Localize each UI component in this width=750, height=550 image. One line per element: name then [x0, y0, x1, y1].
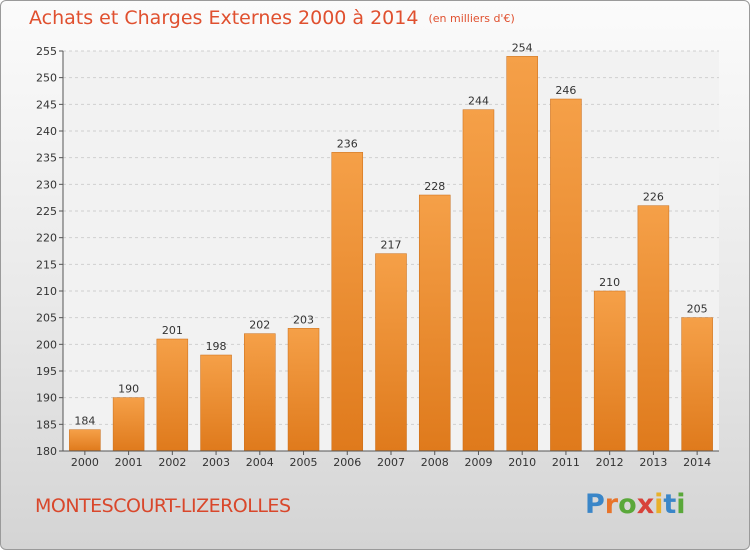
value-label-2006: 236	[337, 137, 358, 150]
value-label-2005: 203	[293, 313, 314, 326]
logo-letter: t	[663, 489, 677, 520]
logo-letter: x	[636, 489, 655, 520]
value-label-2008: 228	[424, 180, 445, 193]
value-label-2000: 184	[74, 415, 95, 428]
x-tick-label-2011: 2011	[552, 456, 580, 469]
x-tick-label-2005: 2005	[290, 456, 318, 469]
x-tick-label-2002: 2002	[158, 456, 186, 469]
y-tick-label: 235	[36, 152, 57, 165]
value-label-2004: 202	[249, 319, 270, 332]
y-tick-label: 190	[36, 392, 57, 405]
logo-letter: i	[654, 489, 664, 520]
logo-letter: r	[604, 489, 619, 520]
bar-2014	[681, 317, 713, 452]
y-tick-label: 180	[36, 445, 57, 458]
y-tick-label: 210	[36, 285, 57, 298]
x-tick-label-2000: 2000	[71, 456, 99, 469]
proxiti-logo: Proxiti	[585, 489, 686, 520]
bar-2013	[637, 205, 670, 452]
x-tick-label-2014: 2014	[683, 456, 711, 469]
x-tick-label-2012: 2012	[596, 456, 624, 469]
bar-2008	[418, 194, 451, 452]
value-label-2001: 190	[118, 383, 139, 396]
value-label-2009: 244	[468, 95, 489, 108]
bar-2006	[331, 152, 364, 452]
y-tick-label: 230	[36, 178, 57, 191]
value-label-2013: 226	[643, 191, 664, 204]
value-label-2007: 217	[381, 239, 402, 252]
x-tick-label-2001: 2001	[115, 456, 143, 469]
logo-letter: i	[676, 489, 686, 520]
y-tick-label: 225	[36, 205, 57, 218]
bar-2001	[112, 397, 145, 452]
logo-letter: o	[618, 489, 637, 520]
x-tick-label-2003: 2003	[202, 456, 230, 469]
x-tick-label-2006: 2006	[333, 456, 361, 469]
y-tick-label: 200	[36, 338, 57, 351]
x-tick-label-2010: 2010	[508, 456, 536, 469]
value-label-2011: 246	[555, 84, 576, 97]
bar-2011	[550, 98, 582, 452]
value-label-2010: 254	[512, 41, 533, 54]
bar-2005	[287, 328, 320, 452]
x-tick-label-2009: 2009	[464, 456, 492, 469]
bar-2007	[375, 253, 407, 452]
value-label-2003: 198	[206, 340, 227, 353]
y-tick-label: 245	[36, 98, 57, 111]
y-tick-label: 205	[36, 312, 57, 325]
y-tick-label: 215	[36, 258, 57, 271]
bars: 184 190 201 198 202 203 236 217 228 244 254 246 210 2…	[69, 41, 713, 452]
x-tick-label-2007: 2007	[377, 456, 405, 469]
value-label-2012: 210	[599, 276, 620, 289]
logo-letter: P	[585, 489, 605, 520]
axes: 180 185 190 195 200 205 210 215 220 225 230 235 240 2…	[36, 45, 719, 469]
value-label-2002: 201	[162, 324, 183, 337]
chart-title: Achats et Charges Externes 2000 à 2014 (e…	[29, 7, 515, 29]
bar-2012	[593, 290, 626, 452]
y-tick-label: 195	[36, 365, 57, 378]
bar-2009	[462, 109, 495, 452]
bar-2004	[244, 333, 276, 452]
x-tick-label-2004: 2004	[246, 456, 274, 469]
x-tick-label-2013: 2013	[639, 456, 667, 469]
bar-2002	[156, 338, 189, 452]
y-tick-label: 220	[36, 232, 57, 245]
value-label-2014: 205	[687, 303, 708, 316]
y-tick-label: 185	[36, 418, 57, 431]
bar-2010	[506, 56, 538, 452]
y-tick-label: 240	[36, 125, 57, 138]
y-tick-label: 255	[36, 45, 57, 58]
bar-2000	[69, 429, 101, 452]
town-name: MONTESCOURT-LIZEROLLES	[35, 495, 291, 517]
chart-unit: (en milliers d'€)	[428, 12, 515, 25]
title-text: Achats et Charges Externes 2000 à 2014	[29, 7, 419, 29]
x-tick-label-2008: 2008	[421, 456, 449, 469]
y-tick-label: 250	[36, 72, 57, 85]
bar-2003	[200, 354, 232, 452]
